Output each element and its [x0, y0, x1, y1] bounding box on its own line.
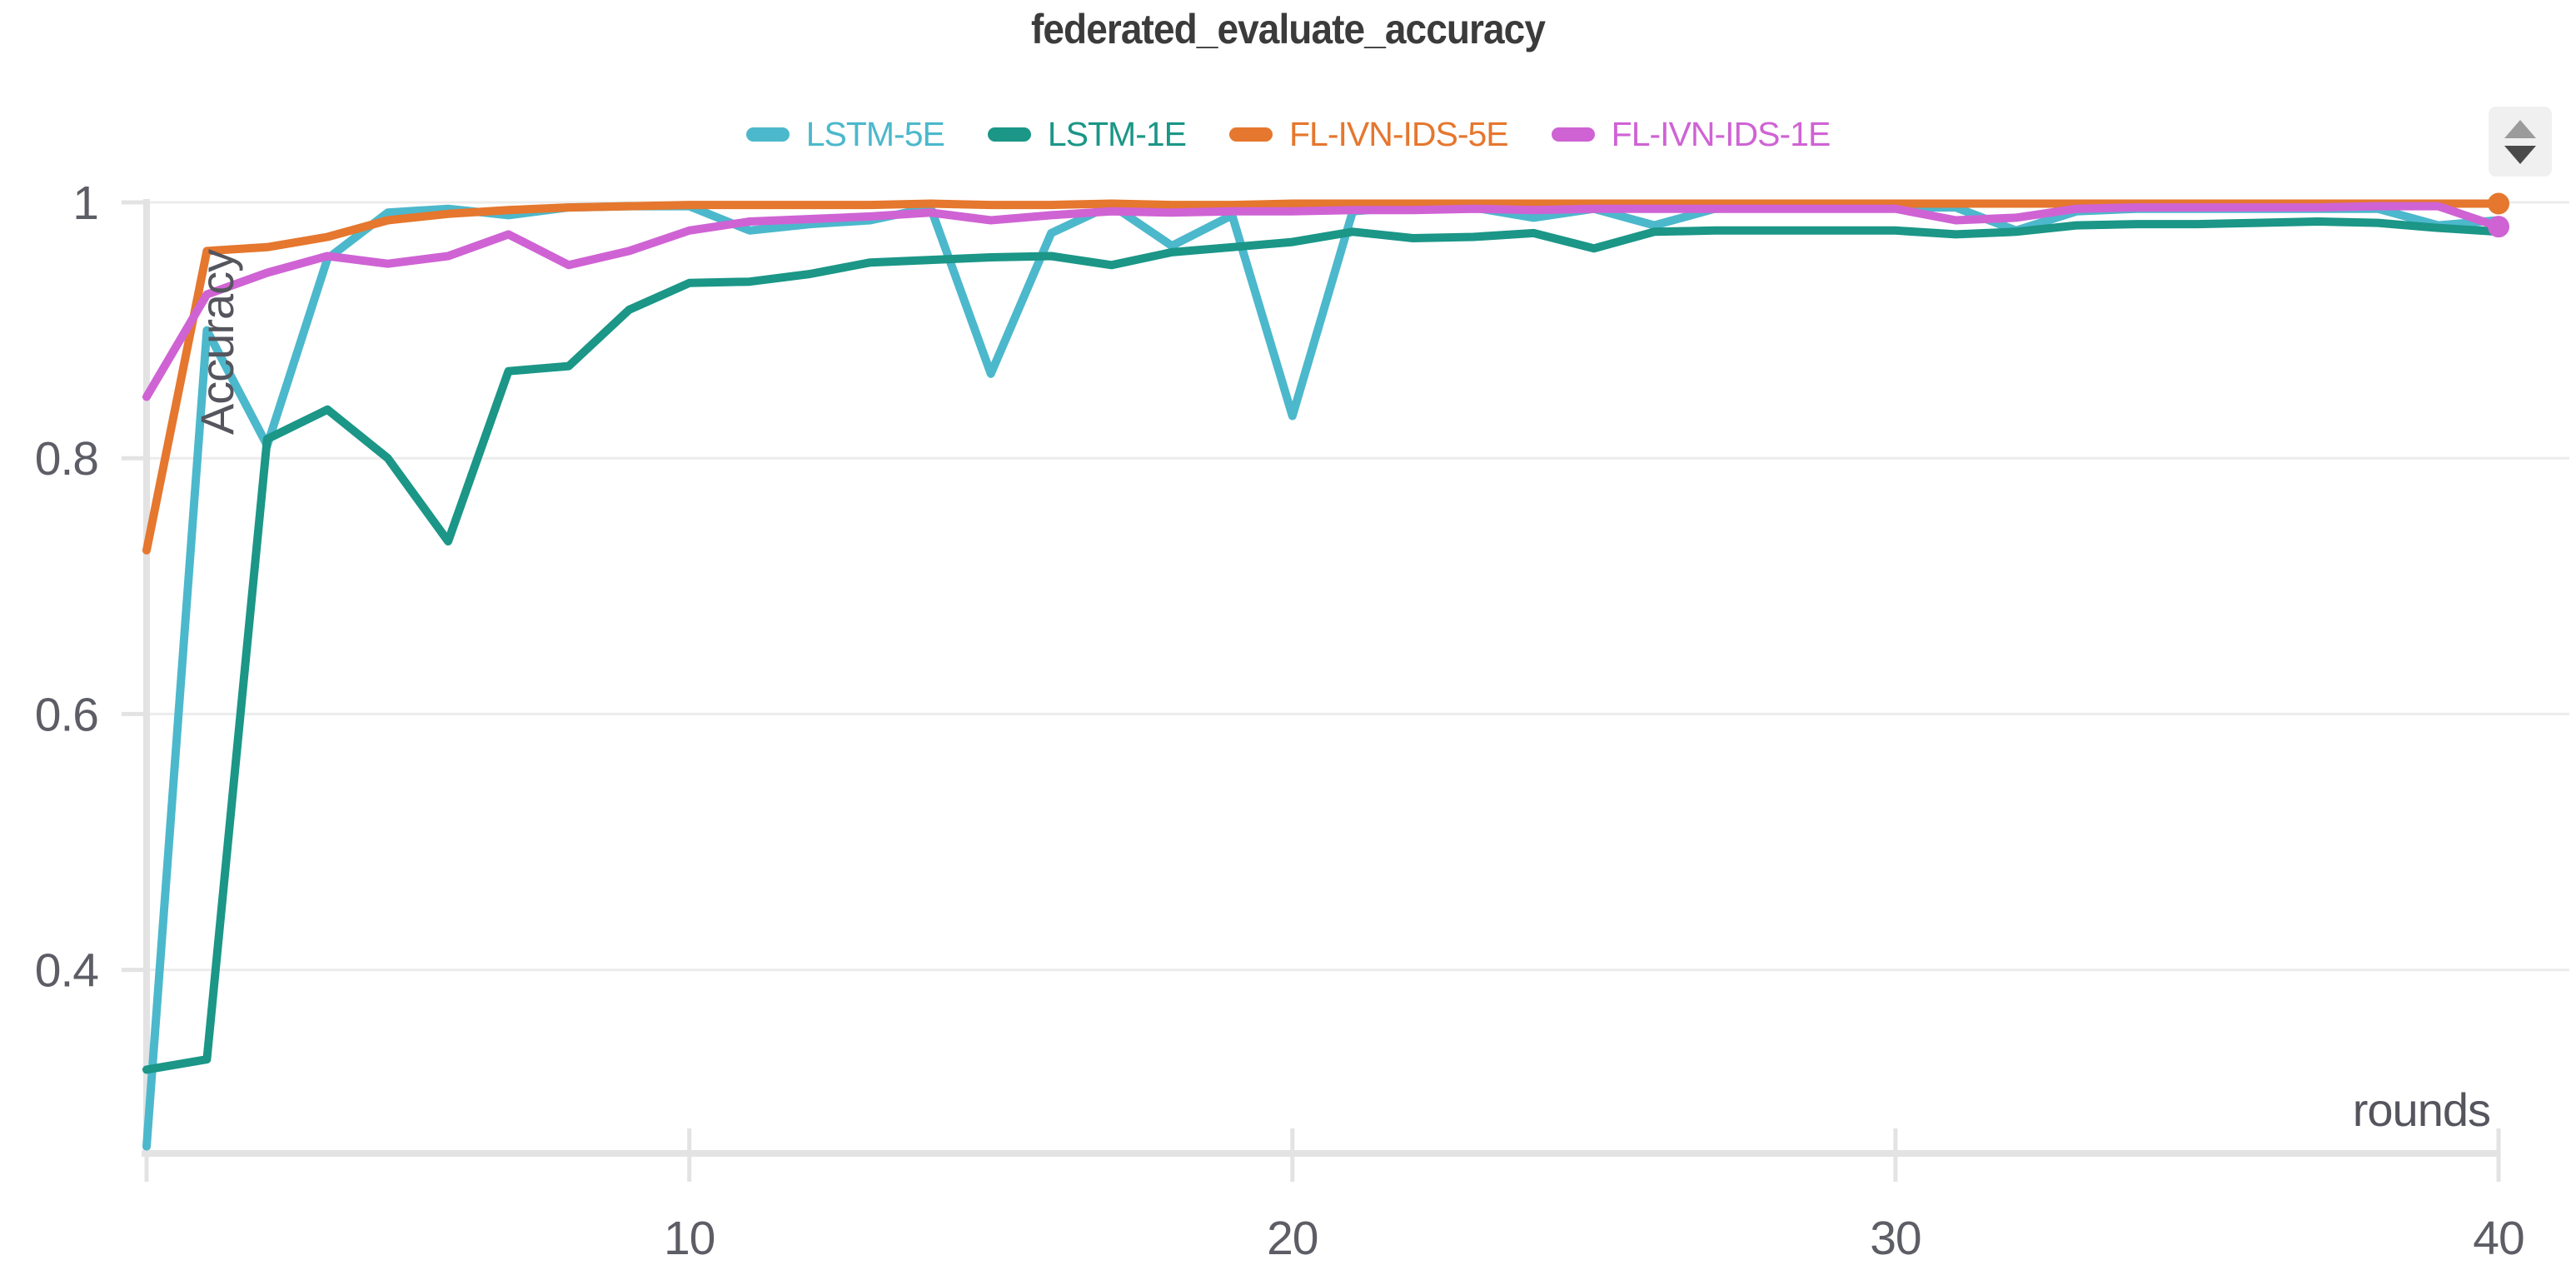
legend-label: LSTM-5E: [805, 115, 945, 153]
legend-swatch-icon: [987, 127, 1031, 142]
x-tick-label: 20: [1267, 1212, 1318, 1265]
arrow-up-icon: [2504, 119, 2536, 138]
x-tick-label: 10: [664, 1212, 715, 1265]
chart-title: federated_evaluate_accuracy: [1030, 6, 1546, 52]
legend-swatch-icon: [745, 127, 790, 142]
y-tick-label: 0.4: [35, 944, 99, 998]
y-tick-label: 0.8: [35, 432, 98, 486]
y-tick-label: 0.6: [35, 688, 98, 741]
legend-label: LSTM-1E: [1047, 115, 1187, 153]
legend-item-lstm-5e[interactable]: LSTM-5E: [745, 115, 945, 154]
legend-item-fl-ivn-ids-1e[interactable]: FL-IVN-IDS-1E: [1551, 115, 1831, 154]
legend-label: FL-IVN-IDS-1E: [1611, 115, 1831, 153]
y-axis-title: Accuracy: [191, 249, 243, 436]
series-line-fl-ivn-ids-1e[interactable]: [142, 202, 2503, 401]
panel-resize-stepper-button[interactable]: [2489, 107, 2552, 177]
x-tick-label: 30: [1870, 1212, 1921, 1265]
chart-legend: LSTM-5E LSTM-1E FL-IVN-IDS-5E FL-IVN-IDS…: [0, 115, 2576, 154]
legend-item-lstm-1e[interactable]: LSTM-1E: [987, 115, 1187, 154]
series-line-fl-ivn-ids-5e[interactable]: [142, 199, 2503, 555]
x-axis-title: rounds: [2352, 1083, 2491, 1136]
legend-item-fl-ivn-ids-5e[interactable]: FL-IVN-IDS-5E: [1229, 115, 1509, 154]
series-end-dot-fl-ivn-ids-1e[interactable]: [2488, 216, 2509, 238]
series-line-lstm-1e[interactable]: [142, 217, 2503, 1074]
series-end-dot-fl-ivn-ids-5e[interactable]: [2488, 192, 2509, 215]
legend-swatch-icon: [1229, 127, 1273, 142]
y-tick-label: 1: [72, 177, 98, 230]
legend-label: FL-IVN-IDS-5E: [1289, 115, 1509, 153]
series-line-lstm-5e[interactable]: [142, 201, 2503, 1151]
x-tick-label: 40: [2473, 1212, 2524, 1265]
legend-swatch-icon: [1551, 127, 1595, 142]
arrow-down-icon: [2504, 145, 2536, 164]
